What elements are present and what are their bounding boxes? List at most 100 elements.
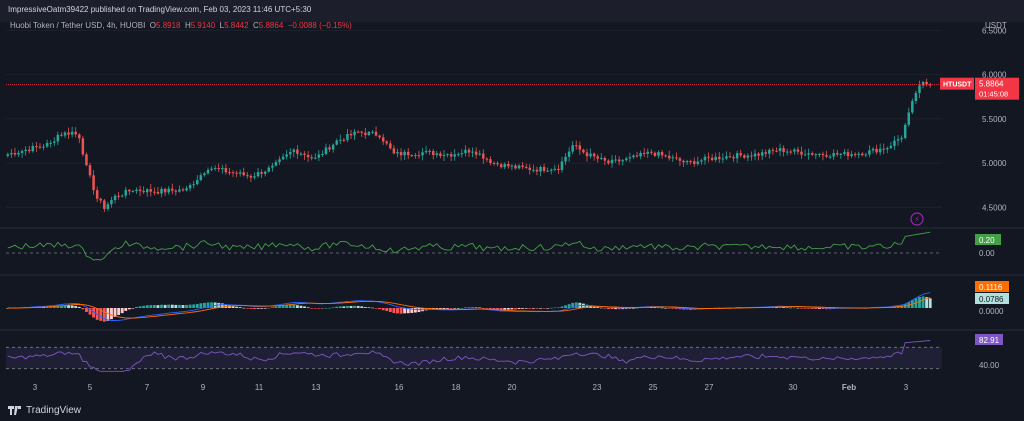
candle-body: [489, 159, 492, 163]
macd-histogram-bar: [253, 308, 256, 310]
candle-body: [882, 148, 885, 150]
macd-histogram-bar: [775, 306, 778, 308]
macd-histogram-bar: [328, 307, 331, 309]
candle-body: [889, 145, 893, 148]
macd-histogram-bar: [85, 308, 88, 312]
macd-histogram-bar: [202, 302, 206, 308]
candle-body: [299, 153, 303, 155]
candle-body: [60, 134, 63, 136]
candle-body: [317, 154, 321, 158]
macd-histogram-bar: [921, 296, 925, 308]
candle-body: [342, 139, 346, 141]
macd-histogram-bar: [539, 308, 542, 309]
candle-body: [671, 157, 675, 159]
macd-histogram-bar: [317, 308, 321, 309]
candle-body: [639, 152, 642, 157]
candle-body: [900, 137, 903, 140]
candle-body: [167, 188, 170, 193]
time-tick-label: 20: [508, 383, 517, 392]
candle-body: [442, 154, 446, 156]
change-value: −0.0088 (−0.15%): [287, 21, 352, 30]
candle-body: [106, 204, 110, 209]
candle-body: [253, 176, 256, 178]
candle-body: [303, 153, 306, 156]
histogram-value-bg: [975, 293, 1009, 304]
tradingview-logo-text: TradingView: [26, 405, 82, 416]
candle-body: [249, 175, 253, 178]
macd-histogram-bar: [596, 307, 600, 308]
candle-body: [632, 155, 635, 158]
macd-histogram-bar: [814, 308, 818, 309]
candle-body: [757, 153, 760, 156]
candle-body: [238, 172, 242, 174]
macd-histogram-bar: [553, 307, 557, 309]
macd-histogram-bar: [149, 305, 153, 308]
macd-histogram-bar: [145, 305, 149, 308]
macd-value-label: 0.1116: [979, 283, 1003, 292]
candle-body: [145, 189, 149, 193]
candle-body: [428, 150, 431, 152]
macd-histogram-bar: [99, 308, 103, 321]
macd-histogram-bar: [782, 307, 786, 308]
symbol-name: Huobi Token / Tether USD, 4h, HUOBI: [10, 21, 146, 30]
macd-histogram-bar: [306, 307, 310, 308]
candle-body: [113, 195, 117, 200]
macd-histogram-bar: [177, 304, 181, 308]
candle-body: [861, 153, 864, 156]
candle-body: [678, 158, 682, 161]
time-tick-label: 23: [593, 383, 602, 392]
candle-body: [800, 151, 803, 155]
macd-histogram-bar: [228, 305, 231, 308]
macd-histogram-bar: [338, 306, 342, 308]
candle-body: [431, 151, 435, 156]
candle-body: [27, 149, 31, 152]
macd-histogram-bar: [542, 308, 546, 309]
macd-histogram-bar: [621, 308, 625, 310]
candle-body: [524, 166, 528, 168]
chart-area[interactable]: 6.5000 6.0000 5.5000 5.0000 4.5000 HTUSDT 5.88…: [0, 22, 1024, 400]
macd-histogram-bar: [789, 307, 793, 309]
candle-body: [38, 146, 42, 148]
time-tick-label: 5: [88, 383, 93, 392]
candle-body: [660, 152, 664, 156]
macd-histogram-bar: [682, 308, 685, 310]
time-tick-label: 7: [145, 383, 150, 392]
macd-histogram-bar: [142, 305, 146, 308]
macd-histogram-bar: [792, 307, 796, 309]
time-tick-label: 3: [904, 383, 909, 392]
macd-histogram-bar: [928, 298, 932, 308]
macd-histogram-bar: [220, 303, 224, 308]
macd-histogram-bar: [674, 308, 678, 309]
candle-body: [260, 172, 263, 174]
candle-body: [371, 131, 374, 133]
macd-histogram-bar: [59, 305, 63, 308]
macd-histogram-bar: [77, 306, 81, 308]
macd-histogram-bar: [614, 308, 618, 310]
candle-body: [807, 153, 810, 155]
macd-histogram-bar: [624, 308, 628, 309]
candle-body: [750, 155, 753, 157]
candle-body: [67, 132, 70, 135]
candle-body: [482, 153, 485, 159]
tradingview-logo[interactable]: TradingView: [8, 405, 81, 416]
candle-body: [592, 153, 596, 157]
macd-histogram-bar: [299, 305, 303, 308]
rsi-value-label: 82.91: [979, 336, 1000, 345]
macd-histogram-bar: [163, 304, 167, 308]
candle-body: [921, 81, 925, 86]
currency-label: USDT: [985, 21, 1007, 30]
macd-histogram-bar: [817, 308, 821, 309]
macd-histogram-bar: [560, 306, 564, 308]
candle-body: [600, 157, 603, 159]
macd-histogram-bar: [381, 308, 385, 311]
candle-body: [263, 171, 267, 174]
alert-icon[interactable]: ⚡: [910, 212, 924, 226]
candle-body: [170, 188, 174, 191]
candle-body: [775, 150, 778, 152]
price-tick-label: 6.5000: [982, 26, 1007, 35]
candle-body: [539, 166, 542, 172]
candle-body: [92, 175, 95, 191]
candle-body: [310, 157, 313, 159]
candle-body: [385, 141, 389, 144]
candle-body: [103, 200, 106, 209]
